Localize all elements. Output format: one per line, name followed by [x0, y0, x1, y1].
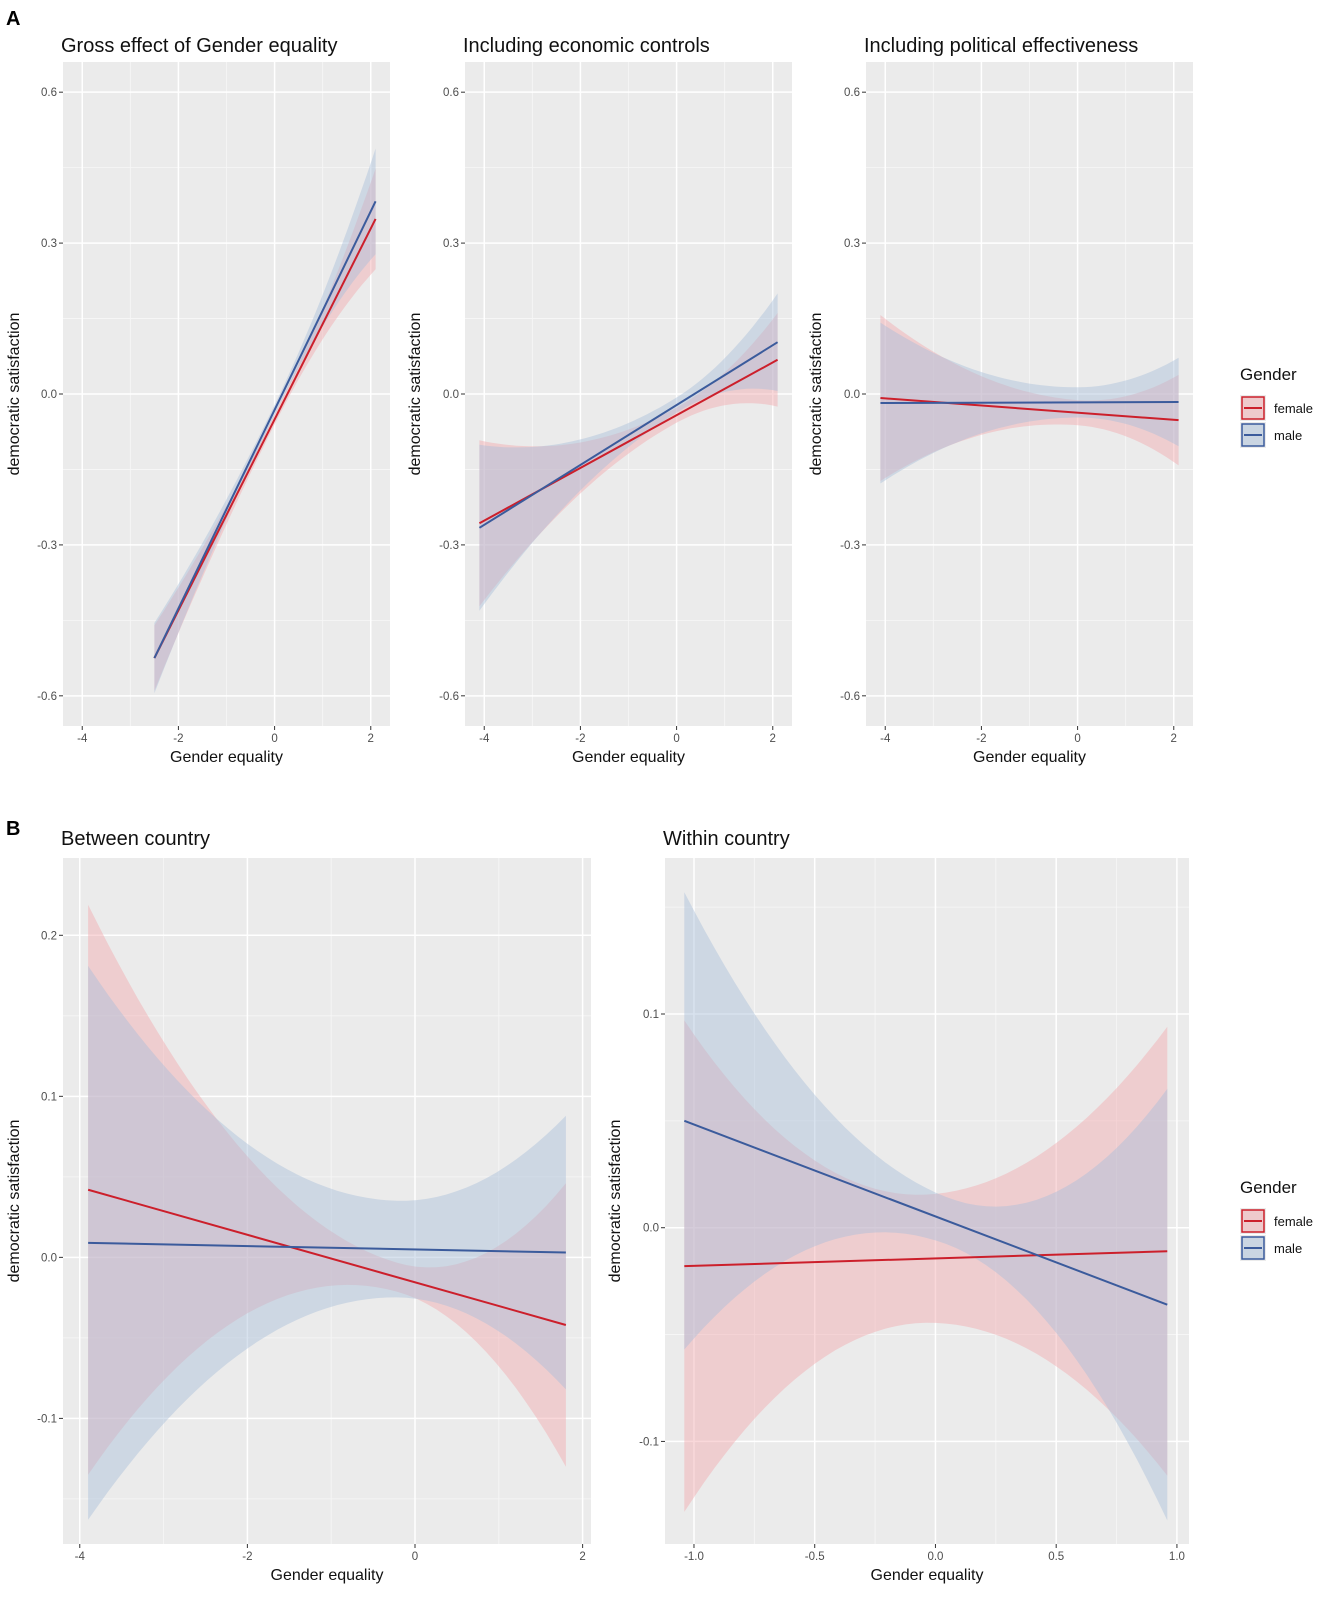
y-tick-label: 0.6 — [41, 87, 57, 99]
legend-b: Gender female male — [1240, 1178, 1313, 1261]
line-female — [684, 1250, 1168, 1268]
chart-title: Gross effect of Gender equality — [61, 35, 337, 57]
ci-band-female — [880, 315, 1179, 481]
x-tick-label: -2 — [976, 733, 986, 745]
y-axis-label: democratic satisfaction — [6, 313, 23, 476]
x-tick-label: -0.5 — [805, 1551, 825, 1563]
x-tick-label: -4 — [880, 733, 891, 745]
y-tick-label: 0.2 — [41, 930, 57, 942]
y-tick-label: 0.3 — [41, 238, 57, 250]
line-male — [683, 1119, 1168, 1306]
x-tick-label: 2 — [1171, 733, 1177, 745]
ci-band-female — [684, 1020, 1168, 1512]
x-tick-label: 2 — [579, 1551, 585, 1563]
x-tick-label: 1.0 — [1169, 1551, 1185, 1563]
y-tick-label: 0.6 — [844, 87, 860, 99]
y-tick-label: 0.1 — [643, 1009, 659, 1021]
ci-band-female — [154, 168, 376, 691]
legend-a-title: Gender — [1240, 365, 1297, 384]
x-axis-label: Gender equality — [973, 749, 1086, 766]
x-tick-label: 0 — [271, 733, 277, 745]
x-tick-label: 0 — [1074, 733, 1080, 745]
y-axis-label: democratic satisfaction — [607, 1120, 624, 1283]
y-axis-label: democratic satisfaction — [808, 313, 825, 476]
x-axis-label: Gender equality — [572, 749, 685, 766]
x-tick-label: 0.0 — [927, 1551, 943, 1563]
line-female — [153, 218, 377, 659]
legend-b-title: Gender — [1240, 1178, 1297, 1197]
y-tick-label: 0.1 — [41, 1091, 57, 1103]
chart-2: -4 -2 0 2 -0.6 -0.3 0.0 0.3 0.6 Including economi… — [407, 35, 792, 766]
line-male — [153, 200, 377, 659]
x-tick-label: -2 — [173, 733, 183, 745]
ci-band-female — [88, 904, 566, 1475]
y-tick-label: -0.3 — [439, 540, 459, 552]
line-female — [880, 397, 1179, 422]
line-male — [88, 1241, 566, 1254]
legend-a-label-female: female — [1274, 401, 1313, 416]
x-tick-label: -4 — [479, 733, 490, 745]
y-tick-label: -0.3 — [840, 540, 860, 552]
ci-band-male — [479, 293, 778, 611]
ci-band-male — [154, 148, 376, 694]
x-tick-label: -2 — [575, 733, 585, 745]
y-tick-label: 0.0 — [643, 1223, 659, 1235]
y-tick-label: -0.1 — [37, 1413, 57, 1425]
y-tick-label: -0.6 — [840, 691, 860, 703]
y-tick-label: 0.6 — [443, 87, 459, 99]
legend-b-label-male: male — [1274, 1241, 1302, 1256]
plot-background — [63, 858, 591, 1544]
y-tick-label: 0.0 — [844, 389, 860, 401]
chart-title: Including political effectiveness — [864, 35, 1138, 57]
x-tick-label: 2 — [770, 733, 776, 745]
x-tick-label: 0.5 — [1048, 1551, 1064, 1563]
legend-a: Gender female male — [1240, 365, 1313, 448]
y-tick-label: 0.0 — [443, 389, 459, 401]
x-tick-label: 0 — [673, 733, 679, 745]
panel-label-a: A — [6, 8, 20, 30]
y-tick-label: 0.0 — [41, 1252, 57, 1264]
chart-title: Including economic controls — [463, 35, 710, 57]
x-axis-label: Gender equality — [871, 1567, 984, 1584]
x-axis-label: Gender equality — [170, 749, 283, 766]
x-tick-label: -1.0 — [684, 1551, 704, 1563]
line-female — [87, 1188, 567, 1326]
x-tick-label: -4 — [75, 1551, 86, 1563]
chart-title: Between country — [61, 828, 210, 850]
plot-background — [665, 858, 1189, 1544]
panel-label-b: B — [6, 818, 20, 840]
chart-5: -1.0 -0.5 0.0 0.5 1.0 -0.1 0.0 0.1 Within countr… — [607, 828, 1189, 1584]
legend-a-label-male: male — [1274, 428, 1302, 443]
ci-band-male — [684, 892, 1168, 1521]
chart-title: Within country — [663, 828, 790, 850]
ci-band-male — [88, 965, 566, 1520]
y-tick-label: 0.3 — [844, 238, 860, 250]
chart-3: -4 -2 0 2 -0.6 -0.3 0.0 0.3 0.6 Including politic… — [808, 35, 1193, 766]
x-tick-label: 2 — [368, 733, 374, 745]
y-axis-label: democratic satisfaction — [407, 313, 424, 476]
y-tick-label: -0.3 — [37, 540, 57, 552]
y-tick-label: -0.6 — [439, 691, 459, 703]
chart-1: -4 -2 0 2 -0.6 -0.3 0.0 0.3 0.6 Gross effect of G… — [6, 35, 390, 766]
x-tick-label: 0 — [412, 1551, 418, 1563]
x-tick-label: -2 — [242, 1551, 252, 1563]
y-tick-label: 0.3 — [443, 238, 459, 250]
y-tick-label: -0.6 — [37, 691, 57, 703]
charts-container: -4 -2 0 2 -0.6 -0.3 0.0 0.3 0.6 Gross effect of G… — [6, 35, 1193, 1584]
line-male — [478, 341, 779, 529]
y-axis-label: democratic satisfaction — [6, 1120, 23, 1283]
x-axis-label: Gender equality — [271, 1567, 384, 1584]
y-tick-label: 0.0 — [41, 389, 57, 401]
y-tick-label: -0.1 — [639, 1436, 659, 1448]
x-tick-label: -4 — [77, 733, 88, 745]
ci-band-female — [479, 313, 778, 607]
line-male — [880, 401, 1179, 405]
legend-b-label-female: female — [1274, 1214, 1313, 1229]
chart-4: -4 -2 0 2 -0.1 0.0 0.1 0.2 Between country Gender… — [6, 828, 591, 1584]
